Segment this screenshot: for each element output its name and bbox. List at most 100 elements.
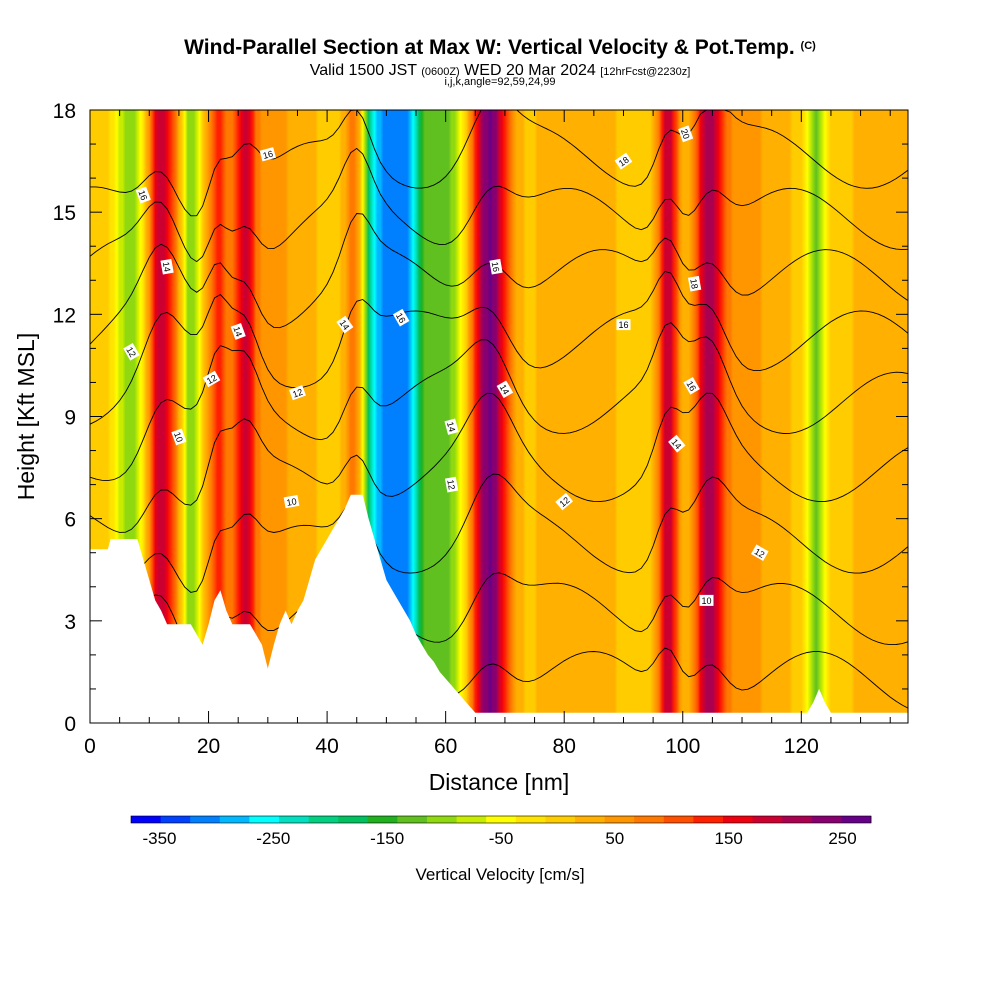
colorbar-tick-label: -250: [256, 829, 290, 848]
theta-label: 16: [394, 311, 408, 325]
theta-contour-line: [89, 392, 909, 533]
terrain: [90, 494, 908, 723]
theta-label: 20: [679, 128, 692, 141]
colorbar-tick-label: 150: [715, 829, 743, 848]
theta-label: 14: [669, 437, 683, 451]
colorbar-swatch: [811, 816, 842, 823]
colorbar-swatch: [190, 816, 221, 823]
theta-label-bg: [230, 322, 246, 340]
y-tick-label: 12: [53, 304, 76, 327]
y-tick-label: 15: [53, 202, 76, 225]
theta-label: 12: [205, 373, 219, 387]
forecast-info: [12hrFcst@2230z]: [600, 66, 691, 78]
theta-label-bg: [555, 492, 574, 511]
grid-indices: i,j,k,angle=92,59,24,99: [444, 76, 556, 88]
theta-label: 14: [498, 383, 512, 397]
theta-labels: 16 16 14 14 12 12 12 10 10 14 16 14 12 16 14 12 18 16 20 18…: [123, 125, 769, 606]
colorbar-swatch: [338, 816, 369, 823]
theta-label: 16: [136, 189, 149, 202]
plot-area: 16 16 14 14 12 12 12 10 10 14 16 14 12 16 14 12 18 16 20 18…: [89, 109, 909, 724]
colorbar-swatch: [219, 816, 250, 823]
theta-label-bg: [283, 494, 300, 509]
colorbar-swatch: [782, 816, 813, 823]
theta-contour-line: [89, 322, 909, 482]
theta-label-bg: [444, 476, 459, 493]
colorbar-swatch: [575, 816, 605, 823]
theta-label: 14: [338, 318, 352, 332]
colorbar-swatch: [486, 816, 517, 823]
theta-label: 10: [172, 431, 185, 444]
colorbar-label: Vertical Velocity [cm/s]: [415, 865, 584, 884]
x-tick-label: 20: [197, 735, 220, 758]
theta-label: 14: [231, 325, 244, 338]
colorbar-swatch: [515, 816, 546, 823]
theta-label: 10: [701, 596, 711, 606]
y-tick-label: 6: [64, 509, 76, 532]
colorbar-swatch: [456, 816, 487, 823]
colorbar-swatch: [693, 816, 724, 823]
colorbar-tick-label: 50: [605, 829, 624, 848]
theta-label-bg: [202, 370, 221, 388]
colorbar-frame: [130, 815, 872, 824]
theta-label-bg: [160, 258, 174, 275]
theta-contour-line: [89, 147, 909, 263]
colorbar-swatch: [752, 816, 783, 823]
theta-label: 18: [617, 155, 631, 169]
chart-title: Wind-Parallel Section at Max W: Vertical…: [0, 36, 1000, 60]
colorbar-tick-label: -150: [370, 829, 404, 848]
colorbar: -350 -250 -150 -50 50 150 250 Vertical Velocity…: [130, 815, 872, 884]
theta-label-bg: [614, 152, 633, 170]
valid-utc: (0600Z): [421, 66, 460, 78]
theta-label-bg: [392, 308, 410, 327]
colorbar-tick-label: -350: [142, 829, 176, 848]
colorbar-swatch: [634, 816, 665, 823]
theta-label-bg: [289, 385, 306, 401]
colorbar-tick-label: -50: [489, 829, 514, 848]
theta-label: 16: [684, 379, 698, 393]
theta-label-bg: [171, 428, 187, 446]
colorbar-swatch: [308, 816, 339, 823]
theta-label-bg: [489, 258, 503, 275]
colorbar-swatch: [427, 816, 457, 823]
x-tick-label: 100: [665, 735, 700, 758]
theta-label: 16: [618, 320, 628, 330]
theta-label: 10: [286, 496, 298, 508]
theta-label: 12: [557, 495, 571, 509]
theta-label: 12: [753, 546, 767, 560]
chart-subtitle: Valid 1500 JST (0600Z) WED 20 Mar 2024 […: [0, 62, 1000, 80]
colorbar-swatch: [131, 816, 161, 823]
valid-time: Valid 1500 JST: [309, 62, 417, 79]
axes: 0 20 40 60 80 100 120 0 3 6 9 12 15 18 Distance [nm] He…: [13, 100, 909, 795]
theta-label-bg: [687, 275, 702, 292]
colorbar-swatch: [545, 816, 576, 823]
colorbar-swatch: [367, 816, 398, 823]
theta-label: 12: [291, 387, 304, 400]
y-tick-label: 3: [64, 611, 76, 634]
x-tick-label: 40: [315, 735, 338, 758]
theta-label: 14: [161, 261, 173, 273]
valid-date: WED 20 Mar 2024: [464, 62, 596, 79]
colorbar-tick-label: 250: [828, 829, 856, 848]
colorbar-swatch: [604, 816, 635, 823]
x-tick-label: 80: [553, 735, 576, 758]
colorbar-swatch: [279, 816, 309, 823]
x-tick-label: 120: [784, 735, 819, 758]
theta-label-bg: [135, 186, 151, 204]
theta-label: 16: [262, 149, 274, 161]
y-tick-label: 0: [64, 713, 76, 736]
colorbar-swatch: [160, 816, 191, 823]
x-tick-label: 60: [434, 735, 457, 758]
theta-label: 12: [445, 479, 457, 491]
theta-label-bg: [259, 147, 276, 162]
x-axis-label: Distance [nm]: [429, 769, 570, 795]
theta-label-bg: [750, 544, 769, 561]
theta-label-bg: [123, 342, 140, 361]
theta-contour-line: [89, 473, 909, 593]
y-axis-label: Height [Kft MSL]: [13, 333, 39, 500]
theta-label-bg: [699, 594, 714, 606]
theta-label: 14: [445, 421, 457, 433]
theta-label-bg: [616, 319, 631, 331]
theta-label-bg: [336, 315, 354, 334]
theta-label-bg: [683, 376, 700, 395]
